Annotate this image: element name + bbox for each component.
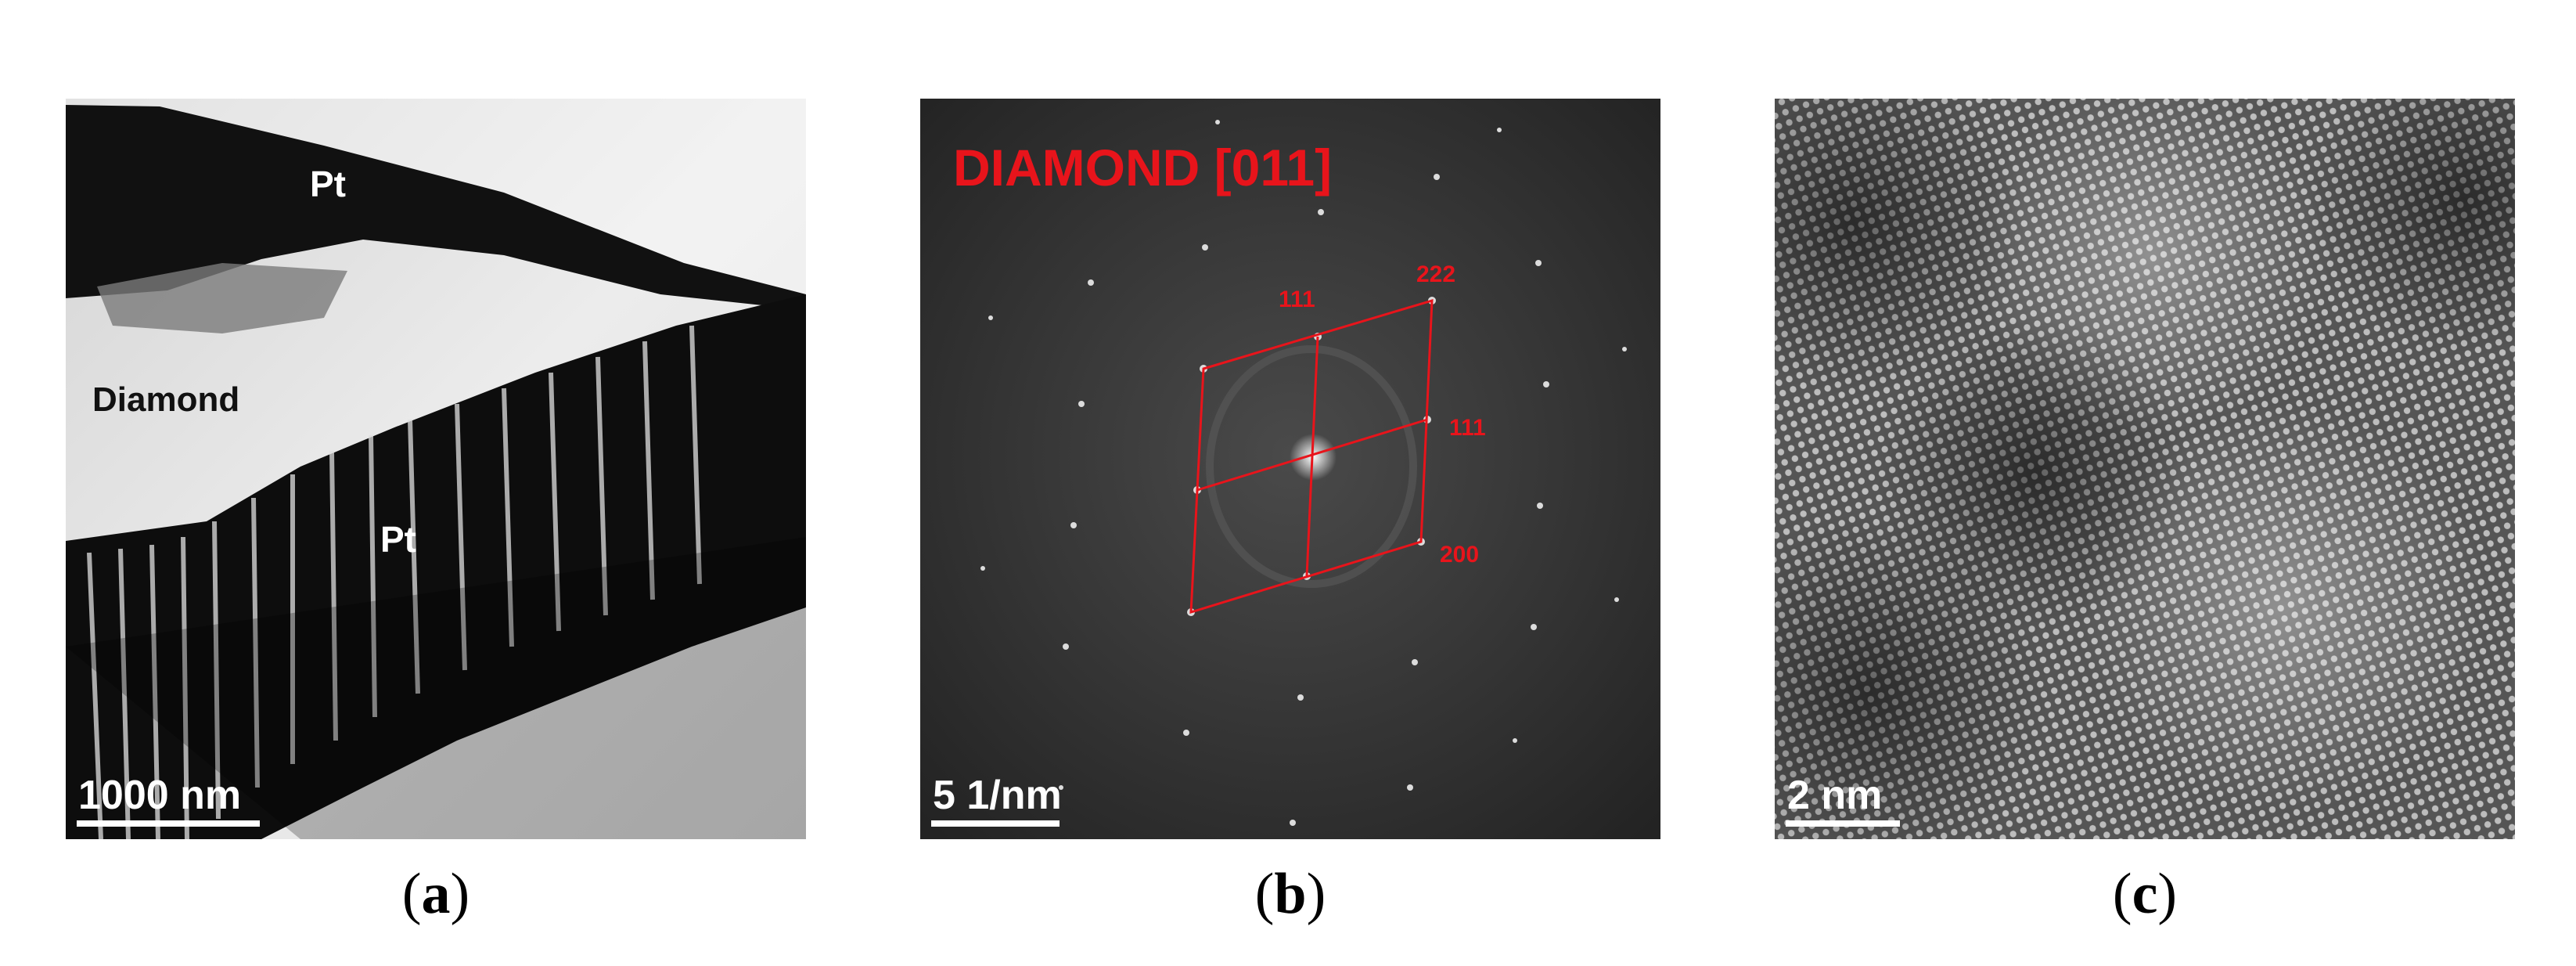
pt-bottom-label: Pt [380, 519, 416, 560]
scale-bar-label: 5 1/nm [933, 773, 1062, 818]
index-111-bar-label: 111 [1449, 415, 1486, 441]
caption-c: (c) [2112, 862, 2178, 926]
diamond-label: Diamond [92, 380, 240, 419]
caption-b: (b) [1254, 862, 1326, 926]
scale-bar [77, 820, 260, 827]
index-222-label: 222 [1416, 261, 1456, 287]
index-111-label: 111 [1279, 287, 1315, 312]
caption-a: (a) [401, 862, 470, 926]
tem-micrograph [66, 99, 806, 839]
zone-axis-title: DIAMOND [011] [953, 139, 1333, 196]
hrtem-panel: 2 nm [1775, 99, 2515, 839]
caption-a-letter: a [421, 862, 451, 926]
caption-b-letter: b [1274, 862, 1307, 926]
caption-c-letter: c [2132, 862, 2158, 926]
scale-bar-label: 2 nm [1787, 773, 1883, 818]
hrtem-lattice-image [1775, 99, 2515, 839]
index-200-label: 200 [1440, 542, 1480, 568]
diffraction-pattern [920, 99, 1660, 839]
pt-top-label: Pt [310, 164, 346, 204]
scale-bar-label: 1000 nm [78, 773, 242, 818]
scale-bar [931, 820, 1060, 827]
diffraction-panel: DIAMOND [011] 111 222 111 200 5 1/nm [920, 99, 1660, 839]
scale-bar [1786, 820, 1900, 827]
tem-image-panel: Pt Diamond Pt 1000 nm [66, 99, 806, 839]
